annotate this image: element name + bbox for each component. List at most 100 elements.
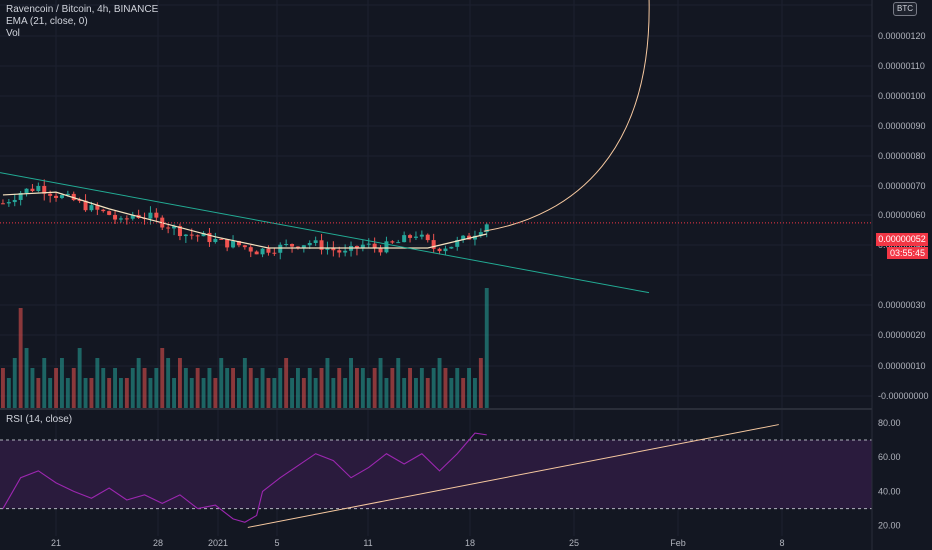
candle-body [266,248,271,253]
candle-body [12,199,17,203]
symbol-legend[interactable]: Ravencoin / Bitcoin, 4h, BINANCE [6,4,159,15]
candle-body [354,245,359,249]
candle-body [201,232,206,237]
volume-bar [419,368,424,408]
rsi-axis-label: 80.00 [878,418,901,428]
volume-bar [455,368,460,408]
candle-body [372,243,377,248]
candle-body [307,242,312,246]
volume-bar [95,358,100,408]
volume-bar [284,358,289,408]
volume-bar [207,368,212,408]
candle-body [366,243,371,245]
rsi-legend[interactable]: RSI (14, close) [6,414,73,425]
time-axis-label: 25 [569,538,579,548]
candle-body [148,212,153,219]
candle-body [260,248,265,255]
price-axis-label: 0.00000060 [878,210,926,220]
volume-bar [1,368,5,408]
volume-bar [166,358,171,408]
time-axis-label: 8 [779,538,784,548]
projection-curve[interactable] [483,0,650,232]
candle-body [207,232,212,243]
currency-badge[interactable]: BTC [893,2,917,16]
candle-body [59,195,64,198]
candle-body [95,205,100,210]
volume-bar [337,368,342,408]
ema-legend[interactable]: EMA (21, close, 0) [6,16,88,27]
volume-bar [183,368,188,408]
candle-body [183,234,188,237]
volume-bar [178,358,182,408]
volume-bar [384,378,389,408]
volume-bar [254,378,259,408]
candle-body [172,226,177,229]
candle-body [236,241,241,246]
candle-body [83,200,88,211]
candle-body [343,250,348,253]
candle-body [284,243,289,245]
candle-body [384,241,389,253]
candle-body [130,214,135,219]
volume-bar [77,348,82,408]
candle-body [54,195,59,198]
vol-legend[interactable]: Vol [6,28,20,39]
price-axis-label: 0.00000070 [878,181,926,191]
volume-bar [396,358,401,408]
volume-bar [449,378,454,408]
candle-body [24,188,29,193]
candle-body [254,251,259,255]
candle-body [124,218,129,220]
volume-bar [242,358,247,408]
price-axis-label: 0.00000110 [878,61,925,71]
volume-bar [414,378,418,408]
candle-body [272,252,277,254]
time-axis-label: 18 [465,538,475,548]
volume-bar [272,378,277,408]
volume-bar [390,368,395,408]
volume-bar [83,378,88,408]
candle-body [431,240,436,249]
volume-bar [172,378,176,408]
volume-bar [473,378,477,408]
volume-bar [331,378,336,408]
rsi-trend-line[interactable] [247,424,779,528]
candle-body [231,241,236,248]
rsi-band [0,440,872,509]
candle-body [225,239,230,248]
volume-bar [378,358,383,408]
candle-body [154,212,159,218]
candle-body [0,203,5,205]
volume-bar [30,368,35,408]
candle-body [113,214,118,220]
candle-body [30,188,35,191]
candle-body [301,245,306,249]
candle-body [443,248,448,252]
candle-body [331,247,336,251]
volume-bar [343,378,348,408]
candle-body [213,238,218,243]
candle-body [425,234,430,241]
volume-bar [443,368,448,408]
candle-body [378,247,383,253]
candle-body [478,232,483,236]
candle-body [337,250,342,253]
candle-body [408,235,413,238]
rsi-line [2,432,487,523]
price-axis-label: 0.00000030 [878,300,926,310]
candle-body [472,235,477,240]
last-price-tag: 0.00000052 [876,233,928,246]
trend-line[interactable] [0,172,650,294]
candle-body [48,193,53,196]
price-axis-labels[interactable]: 0.00000120 0.00000110 0.00000100 0.00000090… [878,31,929,401]
volume-bar [313,378,318,408]
volume-bar [136,358,141,408]
volume-bar [213,378,218,408]
volume-bar [437,358,442,408]
time-axis-labels[interactable]: 21 28 2021 5 11 18 25 Feb 8 [51,538,785,548]
candle-body [77,200,82,202]
candle-body [360,244,365,249]
rsi-axis-label: 60.00 [878,452,901,462]
price-axis-label: 0.00000090 [878,121,926,131]
